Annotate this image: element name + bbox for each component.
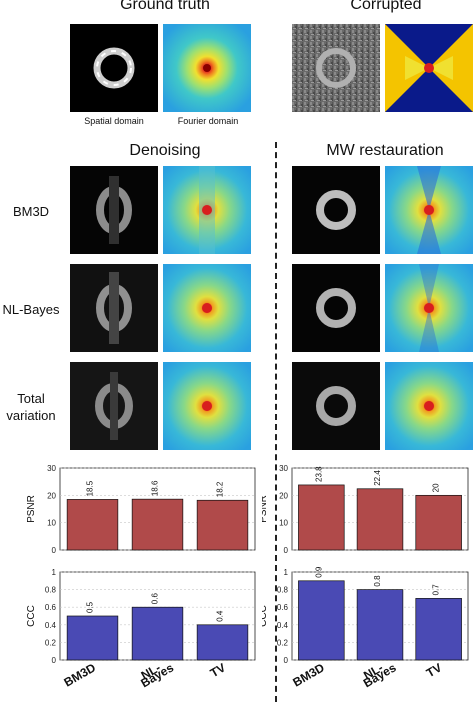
denoising-bm3d-fourier <box>163 166 251 254</box>
y-tick-label: 0.2 <box>277 638 289 647</box>
y-axis-label: CCC <box>262 605 269 627</box>
header-corrupted: Corrupted <box>350 0 422 13</box>
y-tick-label: 0.4 <box>45 621 57 630</box>
column-divider <box>275 142 277 702</box>
bar <box>298 484 345 551</box>
corrupted-spatial-image <box>292 24 380 112</box>
bar-value-label: 18.2 <box>216 481 225 497</box>
bar-value-label: 23.8 <box>314 466 323 482</box>
y-tick-label: 30 <box>279 464 288 473</box>
y-tick-label: 10 <box>47 519 56 528</box>
row-label-nl-bayes: NL-Bayes <box>2 302 60 317</box>
y-tick-label: 30 <box>47 464 56 473</box>
bar-value-label: 0.8 <box>373 575 382 587</box>
denoising-nlbayes-spatial <box>70 264 158 352</box>
denoising-nlbayes-fourier <box>163 264 251 352</box>
y-tick-label: 0.6 <box>277 603 289 612</box>
corrupted-fourier-image <box>385 24 473 112</box>
y-axis-label: PSNR <box>262 495 269 523</box>
bar <box>298 580 345 661</box>
x-category-label: BM3D <box>290 662 327 690</box>
y-tick-label: 0.8 <box>45 586 57 595</box>
y-tick-label: 1 <box>52 568 57 577</box>
bar-value-label: 0.7 <box>432 584 441 596</box>
bar <box>131 606 184 661</box>
chart-psnr-mw: 0 10 20 30 PSNR 23.8 22.4 20 <box>258 462 474 562</box>
y-tick-label: 20 <box>279 491 288 500</box>
mw-nlbayes-spatial <box>292 264 380 352</box>
mw-bm3d-spatial <box>292 166 380 254</box>
x-category-label: TV <box>208 662 228 680</box>
bar-value-label: 0.5 <box>86 601 95 613</box>
denoising-tv-fourier <box>163 362 251 450</box>
y-tick-label: 0 <box>52 546 57 555</box>
y-tick-label: 10 <box>279 519 288 528</box>
bar-value-label: 20 <box>432 483 441 492</box>
mw-tv-fourier <box>385 362 473 450</box>
mw-tv-spatial <box>292 362 380 450</box>
denoising-bm3d-spatial <box>70 166 158 254</box>
y-tick-label: 0.4 <box>277 621 289 630</box>
row-label-bm3d: BM3D <box>12 204 50 219</box>
y-tick-label: 0.8 <box>277 586 289 595</box>
header-ground-truth: Ground truth <box>120 0 210 13</box>
y-tick-label: 0 <box>52 656 57 665</box>
bar-value-label: 0.6 <box>151 593 160 605</box>
y-axis-label: CCC <box>26 605 37 627</box>
header-denoising: Denoising <box>129 142 201 159</box>
bar-value-label: 0.4 <box>216 610 225 622</box>
bar <box>356 488 404 551</box>
chart-ccc-denoising: 0 0.2 0.4 0.6 0.8 1 CCC 0.5 0.6 0.4 <box>20 566 260 671</box>
x-axis-labels: BM3D NL-Bayes TV BM3D NL-Bayes TV <box>62 662 445 690</box>
y-tick-label: 1 <box>284 568 289 577</box>
x-category-label: BM3D <box>62 662 99 690</box>
bar <box>415 598 462 661</box>
mw-bm3d-fourier <box>385 166 473 254</box>
bar <box>66 615 119 661</box>
y-tick-label: 0.6 <box>45 603 57 612</box>
x-category-label: TV <box>424 662 444 680</box>
ground-truth-fourier-image <box>163 24 251 112</box>
bar <box>415 494 462 551</box>
bar-value-label: 18.5 <box>86 480 95 496</box>
caption-fourier-domain: Fourier domain <box>177 116 239 126</box>
denoising-tv-spatial <box>70 362 158 450</box>
row-label-tv-line2: variation <box>6 408 56 423</box>
chart-ccc-mw: 0 0.2 0.4 0.6 0.8 1 CCC 0.9 0.8 0.7 <box>258 566 474 671</box>
y-tick-label: 0 <box>284 546 289 555</box>
bar-value-label: 0.9 <box>314 566 323 578</box>
y-tick-label: 0 <box>284 656 289 665</box>
bar-value-label: 22.4 <box>373 470 382 486</box>
caption-spatial-domain: Spatial domain <box>84 116 144 126</box>
bar <box>66 499 119 551</box>
bar <box>196 499 249 551</box>
row-label-tv-line1: Total <box>17 391 45 406</box>
header-mw-restauration: MW restauration <box>326 142 444 159</box>
bar <box>356 589 404 661</box>
y-axis-label: PSNR <box>26 495 37 523</box>
y-tick-label: 0.2 <box>45 638 57 647</box>
bar <box>196 624 249 661</box>
ground-truth-spatial-image <box>70 24 158 112</box>
y-tick-label: 20 <box>47 491 56 500</box>
bar <box>131 498 184 551</box>
bar-value-label: 18.6 <box>151 480 160 496</box>
mw-nlbayes-fourier <box>385 264 473 352</box>
chart-psnr-denoising: 0 10 20 30 PSNR 18.5 18.6 18.2 <box>20 462 260 562</box>
